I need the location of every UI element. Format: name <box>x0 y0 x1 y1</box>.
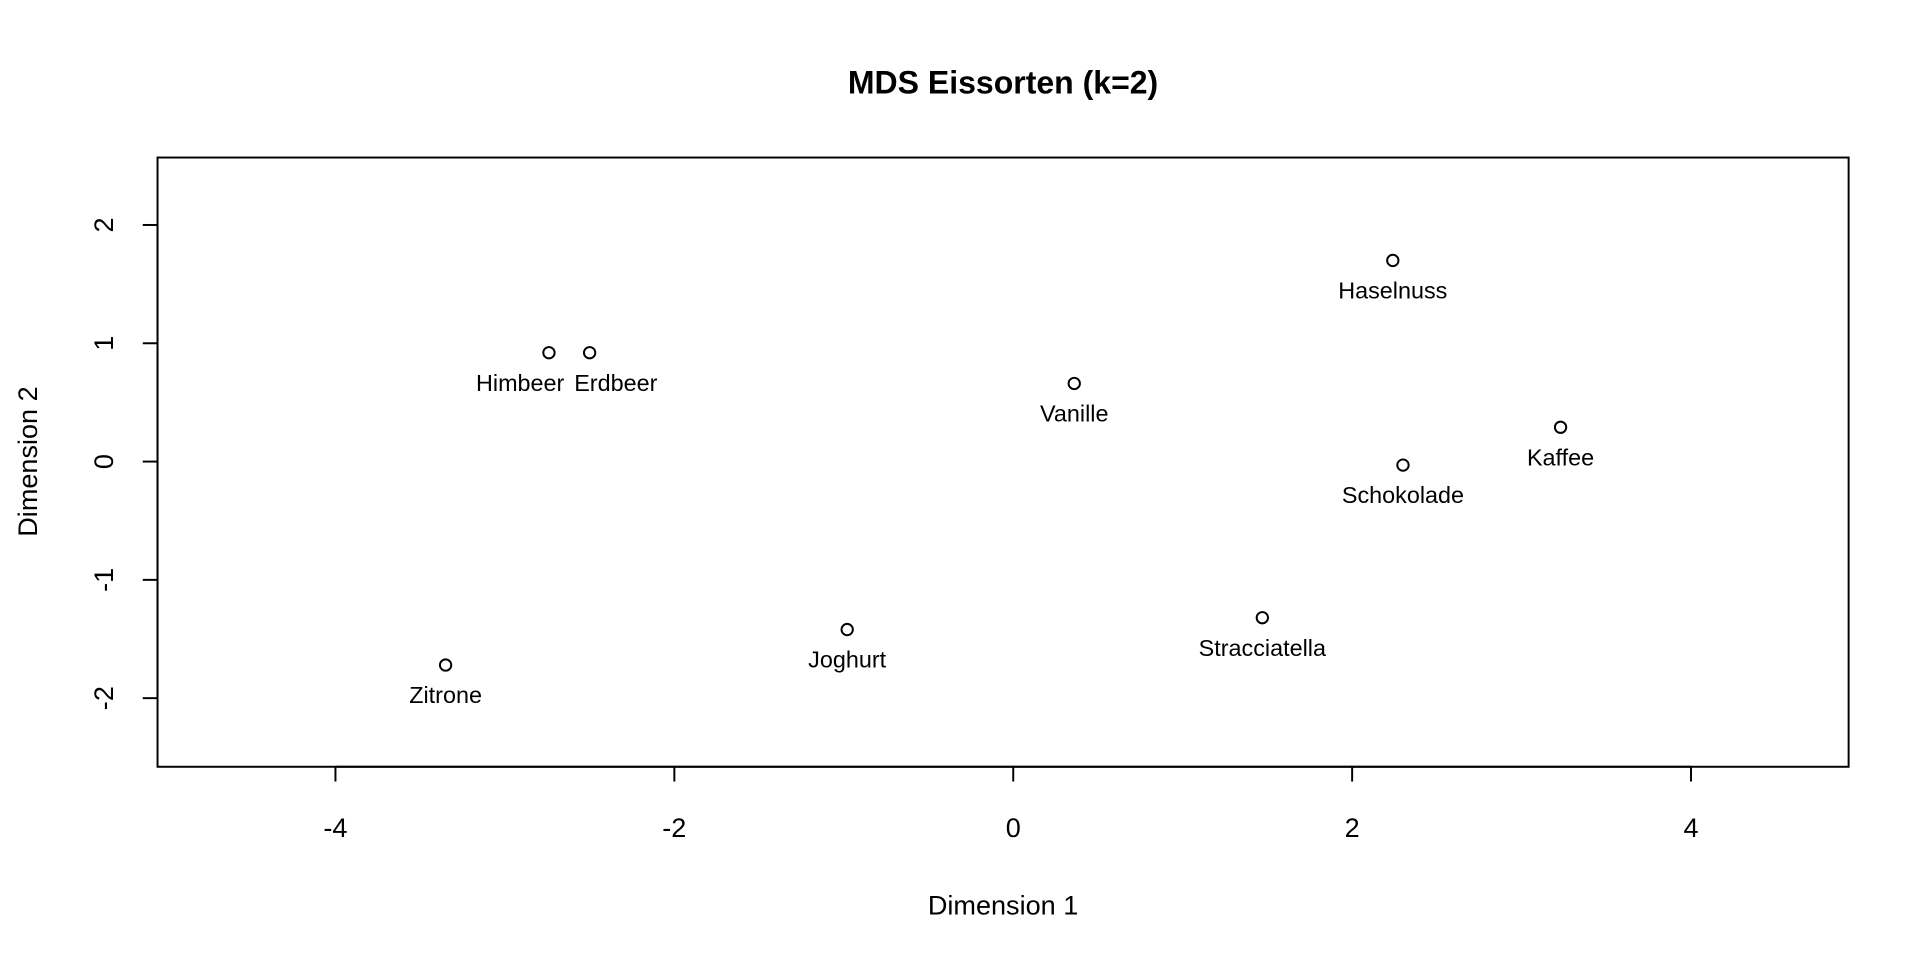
point-marker <box>542 346 556 360</box>
data-point-erdbeer: Erdbeer <box>574 346 658 396</box>
x-tick-label: -4 <box>323 812 347 843</box>
y-tick-label: 0 <box>88 454 119 469</box>
point-marker <box>582 346 597 360</box>
data-point-joghurt: Joghurt <box>808 622 887 673</box>
point-marker <box>1553 420 1568 434</box>
y-axis: -2 -1 0 1 2 <box>88 217 159 710</box>
point-label: Stracciatella <box>1199 635 1326 661</box>
data-point-himbeer: Himbeer <box>476 346 565 396</box>
point-label: Joghurt <box>808 647 886 673</box>
y-tick-label: -2 <box>88 686 119 710</box>
data-point-zitrone: Zitrone <box>409 658 482 708</box>
plot-frame <box>156 156 1850 768</box>
data-point-schokolade: Schokolade <box>1342 458 1464 508</box>
y-tick-label: 2 <box>88 217 119 232</box>
y-tick-label: 1 <box>88 336 119 351</box>
data-points: Himbeer Erdbeer Vanille Haselnuss Kaffee Scho… <box>409 253 1594 708</box>
x-tick-label: 0 <box>1006 812 1021 843</box>
data-point-haselnuss: Haselnuss <box>1338 253 1447 304</box>
data-point-stracciatella: Stracciatella <box>1199 611 1326 661</box>
point-label: Zitrone <box>409 682 482 708</box>
chart-title: MDS Eissorten (k=2) <box>848 65 1158 101</box>
point-label: Haselnuss <box>1338 278 1447 304</box>
x-axis: -4 -2 0 2 4 <box>323 765 1699 843</box>
point-marker <box>438 658 453 672</box>
point-marker <box>1255 611 1269 625</box>
point-marker <box>1386 253 1400 268</box>
x-tick-label: -2 <box>662 812 686 843</box>
x-tick-label: 2 <box>1345 812 1360 843</box>
point-marker <box>1396 458 1410 472</box>
point-label: Erdbeer <box>574 370 657 396</box>
y-axis-label: Dimension 2 <box>12 386 43 536</box>
y-tick-label: -1 <box>88 568 119 592</box>
x-tick-label: 4 <box>1683 812 1698 843</box>
x-axis-label: Dimension 1 <box>928 889 1078 920</box>
data-point-vanille: Vanille <box>1040 376 1108 427</box>
point-marker <box>1067 376 1081 391</box>
point-label: Himbeer <box>476 370 565 396</box>
point-label: Schokolade <box>1342 482 1464 508</box>
data-point-kaffee: Kaffee <box>1527 420 1594 470</box>
point-label: Kaffee <box>1527 444 1594 470</box>
point-label: Vanille <box>1040 401 1108 427</box>
point-marker <box>840 622 854 637</box>
